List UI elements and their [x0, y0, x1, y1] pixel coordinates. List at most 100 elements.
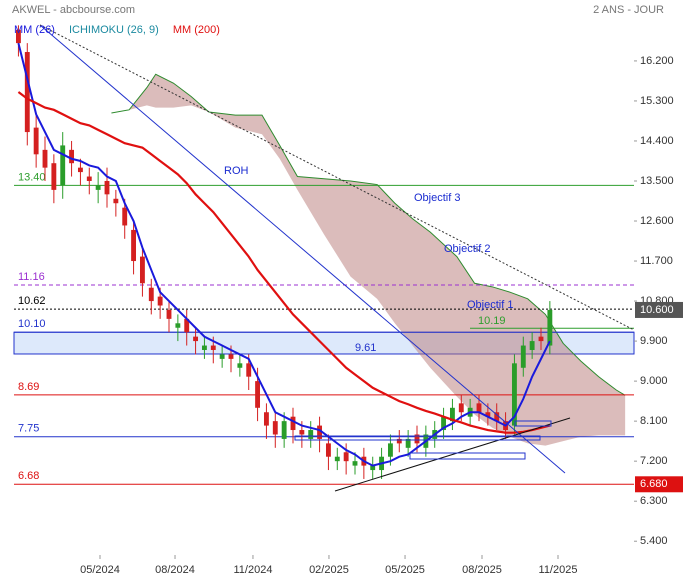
candle-body: [299, 430, 305, 435]
y-tick-label: 14.400: [640, 135, 674, 147]
candle-body: [24, 52, 30, 133]
legend-entry: MM (200): [173, 24, 220, 36]
annotation: Objectif 1: [467, 299, 513, 311]
y-tick-label: 7.200: [640, 455, 668, 467]
y-tick-label: 11.700: [640, 255, 673, 267]
x-tick-label: 11/2024: [233, 564, 272, 576]
y-tick-label: 6.300: [640, 495, 668, 507]
x-tick-label: 11/2025: [539, 564, 578, 576]
candle-body: [405, 438, 411, 448]
annotation: ROH: [224, 165, 249, 177]
plot-area: 9.61 13.40 11.16 10.62 10.10 8.69 7.75 6.68 10.1…: [13, 25, 635, 485]
candle-body: [228, 354, 234, 359]
price-tag-label: 10.600: [640, 304, 674, 316]
y-tick-label: 15.300: [640, 95, 674, 107]
support-line: [334, 417, 571, 492]
candle-body: [458, 403, 464, 413]
legend-entry: MM (26): [14, 24, 55, 36]
candle-body: [131, 229, 137, 262]
level-label: 13.40: [18, 171, 46, 183]
candle-body: [263, 412, 269, 426]
y-tick-label: 9.900: [640, 335, 668, 347]
candle-body: [210, 345, 216, 350]
candle-body: [343, 452, 349, 462]
ichimoku-cloud: [111, 74, 626, 446]
level-label: 10.19: [478, 315, 506, 327]
candle-body: [184, 318, 190, 333]
candle-body: [281, 421, 287, 439]
candle-body: [352, 461, 358, 466]
candle-body: [325, 443, 331, 457]
level-label: 6.68: [18, 470, 39, 482]
level-label: 10.62: [18, 295, 46, 307]
moving-average: [17, 91, 551, 434]
candle-body: [547, 309, 553, 346]
candle-body: [60, 145, 66, 186]
candle-body: [175, 323, 181, 328]
candle-body: [104, 180, 110, 195]
drawings: [39, 24, 635, 492]
y-tick-label: 12.600: [640, 215, 674, 227]
candle-body: [290, 416, 296, 431]
annotation: Objectif 2: [444, 243, 490, 255]
candle-body: [122, 207, 128, 226]
level-label: 8.69: [18, 381, 39, 393]
candle-body: [15, 29, 21, 44]
zone-box: [514, 420, 552, 427]
candle-body: [148, 287, 154, 302]
candle-body: [246, 363, 252, 377]
price-tag: [635, 476, 683, 493]
y-tick-label: 8.100: [640, 415, 668, 427]
band-label: 9.61: [355, 342, 376, 354]
candle-body: [441, 416, 447, 431]
candle-body: [193, 336, 199, 342]
y-tick-label: 13.500: [640, 175, 674, 187]
candle-body: [308, 430, 314, 439]
x-tick-label: 02/2025: [309, 564, 349, 576]
x-tick-label: 08/2025: [462, 564, 502, 576]
candle-body: [449, 407, 455, 422]
zone-box: [409, 452, 526, 460]
candle-body: [166, 309, 172, 319]
candle-body: [485, 412, 491, 417]
legend-entry: ICHIMOKU (26, 9): [69, 24, 159, 36]
candle-body: [255, 381, 261, 408]
candle-body: [494, 412, 500, 422]
candle-body: [42, 149, 48, 168]
candle-body: [157, 296, 163, 306]
candle-body: [396, 438, 402, 444]
y-tick-label: 9.000: [640, 375, 668, 387]
y-tick-label: 5.400: [640, 535, 668, 547]
price-tag-label: 6.680: [640, 478, 668, 490]
chart-title: AKWEL - abcbourse.com: [12, 4, 135, 16]
candle-body: [33, 127, 39, 155]
candle-body: [95, 185, 101, 190]
candle-body: [370, 465, 376, 471]
candle-body: [219, 354, 225, 359]
candle-body: [387, 443, 393, 457]
level-label: 7.75: [18, 423, 39, 435]
candle-body: [334, 456, 340, 462]
x-tick-label: 05/2025: [385, 564, 425, 576]
x-tick-label: 05/2024: [80, 564, 120, 576]
candle-body: [414, 434, 420, 444]
candle-body: [317, 425, 323, 439]
trend-line: [39, 24, 566, 474]
candle-body: [201, 345, 207, 350]
moving-average: [17, 42, 551, 467]
candle-body: [51, 163, 57, 190]
candle-body: [529, 341, 535, 350]
y-tick-label: 16.200: [640, 55, 674, 67]
x-tick-label: 08/2024: [155, 564, 195, 576]
candle-body: [77, 167, 83, 173]
candle-body: [476, 403, 482, 413]
zone-box: [294, 435, 541, 441]
trend-line: [39, 24, 635, 331]
candle-body: [86, 176, 92, 181]
annotation: Objectif 3: [414, 192, 460, 204]
ichimoku-span: [111, 73, 626, 396]
candle-body: [520, 345, 526, 368]
price-tag: [635, 301, 683, 318]
level-label: 11.16: [18, 271, 45, 283]
